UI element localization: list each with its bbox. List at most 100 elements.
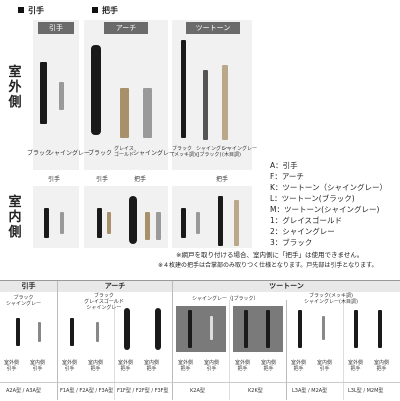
legend-item: 2：シャイングレー [270,227,335,236]
table-colors-tt-m: ブラック(メッキ調) シャイングレー(木目調) [304,293,358,305]
divider [57,281,58,400]
tag-arch: アーチ [104,22,148,34]
code: F1A型 / F2A型 / F3A型 [60,388,114,394]
inside-label-pull: 引手 [48,176,61,183]
tag-twotone: ツートーン [186,22,240,34]
cap-out: 室外側 引手 [62,360,78,372]
divider [172,281,173,400]
code: L3L型 / M2M型 [348,388,384,394]
divider [0,382,400,383]
table-img [354,310,358,348]
legend-item: 3：ブラック [270,238,313,247]
cap-out: 室外側 引手 [4,360,20,372]
table-header-twotone: ツートーン [173,281,400,292]
inside-pull-black [44,208,49,238]
table-img [124,308,130,350]
code: K2A型 [190,388,205,394]
caption-pull-black: ブラック [27,150,52,157]
label-outside: 室外側 [8,65,22,110]
inside-arch-handle-black [129,196,137,244]
table-img-bg [176,306,226,352]
section-handle: 把手 [92,5,118,16]
arch-gold-product [120,88,129,138]
cap-out: 室外側 把手 [235,360,251,372]
inside-tt-handle-black [218,196,223,246]
divider [343,300,344,400]
legend: A：引手 F：アーチ K：ツートーン（シャイングレー） L：ツートーン(ブラック… [270,160,387,248]
table-img [96,322,99,342]
table-img [378,310,382,348]
caption-tt-wood: シャイングレー (木目調) [222,146,258,158]
divider [229,300,230,400]
table-img [298,310,302,348]
caption-tt-black: ブラック (メッキ調) [172,146,196,158]
legend-item: K：ツートーン（シャイングレー） [270,183,388,192]
inside-panel-pull [33,186,79,248]
inside-tt-handle-wood [234,200,239,246]
cap-out: 室外側 把手 [118,360,134,372]
arch-gray-product [143,88,152,138]
divider [114,300,115,400]
code: K2K型 [248,388,263,394]
table-colors-arch: ブラック グレイスゴールド シャイングレー [84,293,124,311]
cap-in: 室内側 引手 [317,360,333,372]
table-header-pull: 引手 [0,281,57,292]
caption-arch-black: ブラック [88,150,113,157]
inside-label-tt-handle: 把手 [216,176,229,183]
table-img [16,318,20,346]
table-colors-tt-j: シャイングレー（Jブラック） [192,296,259,302]
cap-in: 室内側 引手 [204,360,220,372]
pull-gray-product [59,82,64,110]
caption-tt-jblack: シャイングレー (Jブラック) [196,146,232,158]
table-header-arch: アーチ [58,281,172,292]
table-img [188,310,192,348]
tt-black-product [181,40,186,138]
cap-in: 室内側 把手 [144,360,160,372]
cap-in: 室内側 把手 [261,360,277,372]
table-img [322,316,325,340]
code: L3A型 / M2A型 [292,388,328,394]
legend-item: L：ツートーン(ブラック) [270,194,355,203]
cap-out: 室外側 把手 [348,360,364,372]
tag-pull: 引手 [38,22,74,34]
table-img [210,316,213,340]
table-img [38,322,41,342]
code: A2A型 / A3A型 [6,388,41,394]
pull-black-product [40,62,47,124]
table-img [266,310,270,348]
legend-item: M：ツートーン(シャイングレー) [270,205,380,214]
legend-item: A：引手 [270,161,298,170]
table-img [244,310,248,348]
inside-tt-pull-gray [196,212,200,234]
note-1: ※網戸を取り付ける場合、室内側に「把手」は使用できません。 [176,251,364,259]
tt-wood-product [222,65,228,140]
table-img [70,318,74,346]
inside-arch-pull-gold [107,212,111,234]
spec-table [0,280,400,401]
inside-label-arch-pull: 引手 [96,176,109,183]
arch-black-product [91,45,101,135]
code: F1F型 / F2F型 / F3F型 [117,388,169,394]
section-pull: 引手 [18,5,44,16]
legend-item: F：アーチ [270,172,304,181]
table-img [155,308,161,350]
inside-pull-gray [60,212,64,234]
table-colors-pull: ブラック シャイングレー [6,295,42,307]
inside-tt-pull-black [181,208,186,238]
cap-in: 室内側 把手 [88,360,104,372]
divider [286,300,287,400]
cap-in: 室内側 引手 [30,360,46,372]
caption-arch-gold: グレイス ゴールド [114,146,135,158]
note-2: ※４枚建の把手は合掌部のみ取りつく仕様となります。戸先部は引手となります。 [158,262,378,269]
label-inside: 室内側 [8,195,22,240]
cap-in: 室内側 把手 [374,360,390,372]
legend-item: 1：グレイスゴールド [270,216,343,225]
inside-arch-handle-gold [145,212,150,240]
cap-out: 室外側 把手 [178,360,194,372]
inside-arch-pull-black [97,208,102,238]
tt-jblack-product [203,70,208,140]
caption-arch-gray: シャイングレー [133,150,176,157]
inside-arch-handle-gray [156,212,161,240]
caption-pull-gray: シャイングレー [48,150,91,157]
inside-label-arch-handle: 把手 [134,176,147,183]
